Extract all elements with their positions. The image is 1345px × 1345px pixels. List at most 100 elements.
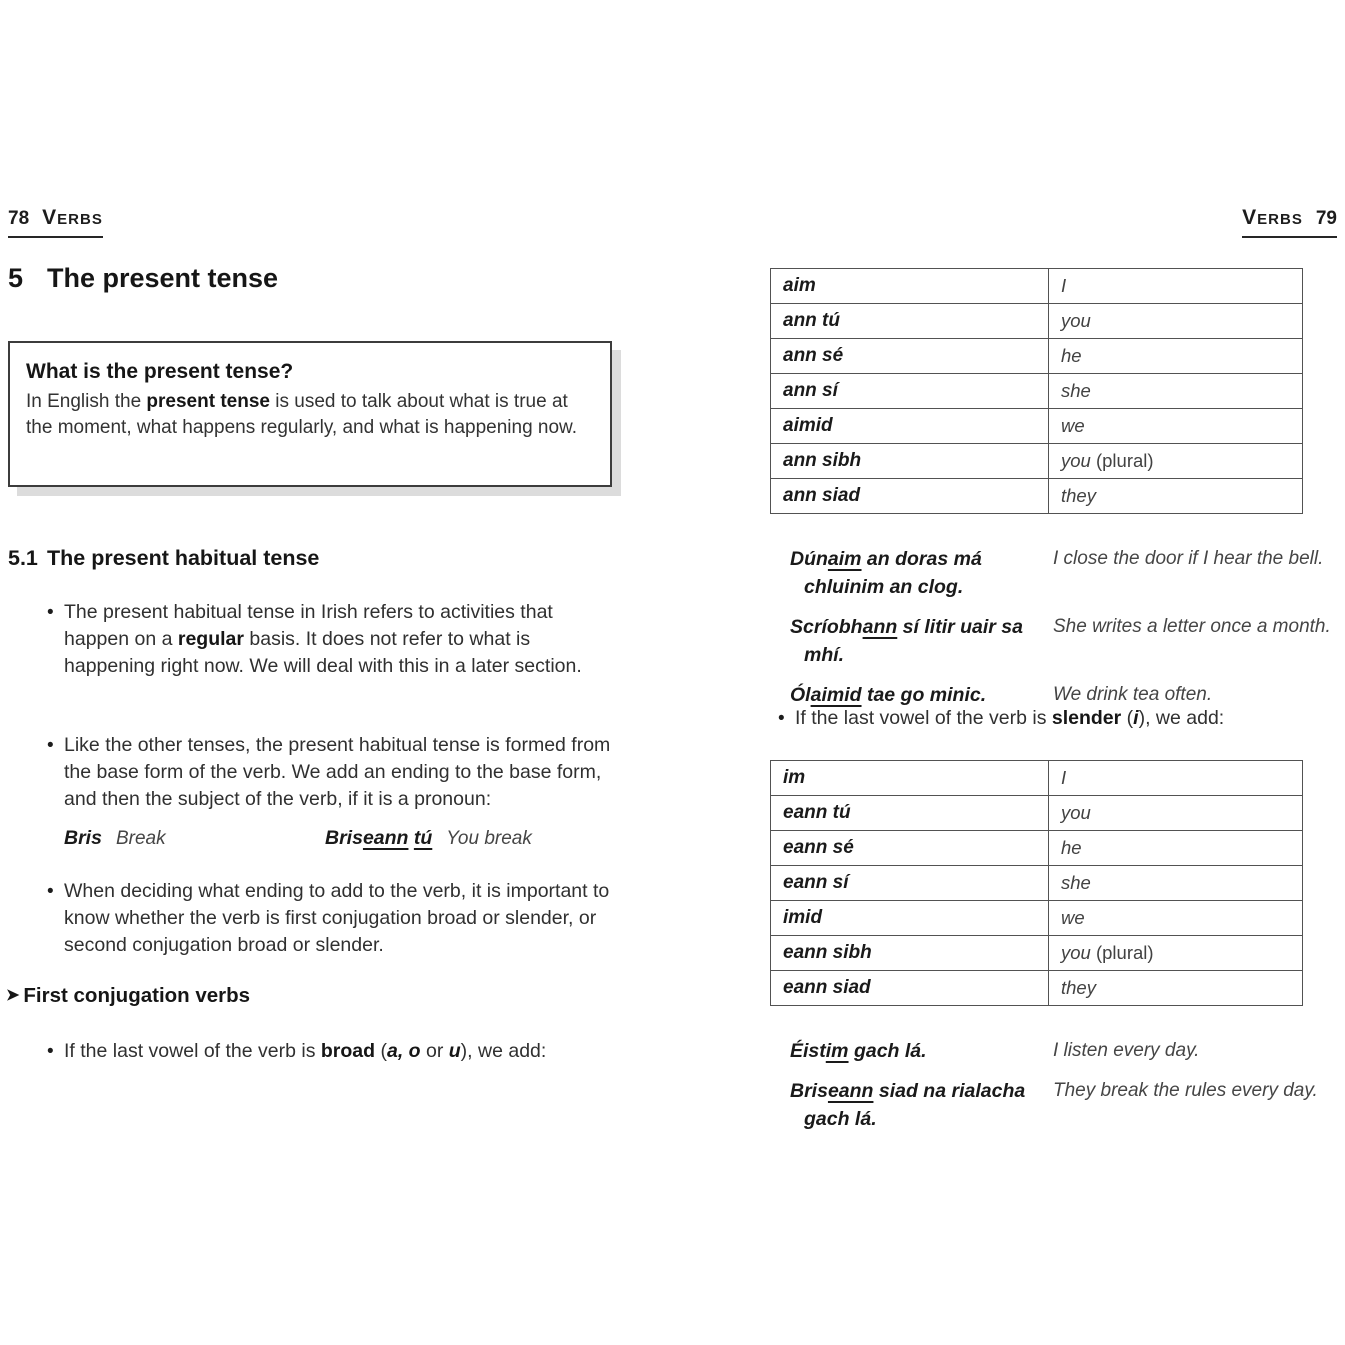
english-translation: Break (115, 828, 166, 849)
bullet-item-like-other: • Like the other tenses, the present hab… (8, 732, 612, 813)
bullet-icon: • (47, 602, 54, 623)
bullet-item-habitual: • The present habitual tense in Irish re… (8, 599, 612, 680)
table-row: eann sí she (770, 865, 1303, 901)
table-row: ann sí she (770, 373, 1303, 409)
cell-pronoun: he (1048, 830, 1303, 866)
bullet-text: When deciding what ending to add to the … (64, 880, 610, 956)
bullet-text: If the last vowel of the verb is slender… (795, 707, 1225, 729)
bullet-text: Like the other tenses, the present habit… (64, 734, 611, 810)
cell-ending: eann siad (770, 970, 1049, 1006)
page-header-left: 78 Verbs (8, 206, 103, 238)
example-english: I listen every day. (1053, 1040, 1200, 1061)
definition-box-title: What is the present tense? (26, 360, 294, 383)
page-header-label-right: Verbs (1242, 206, 1303, 229)
cell-pronoun: he (1048, 338, 1303, 374)
table-row: ann tú you (770, 303, 1303, 339)
bullet-icon: • (778, 708, 785, 729)
definition-box-body: In English the present tense is used to … (26, 391, 577, 438)
table-row: ann sibh you (plural) (770, 443, 1303, 479)
example-english: She writes a letter once a month. (1053, 616, 1331, 637)
example-irish: Ólaimid tae go minic. (790, 684, 987, 706)
cell-ending: eann sí (770, 865, 1049, 901)
table-row: im I (770, 760, 1303, 796)
arrowhead-icon: ➤ (6, 987, 20, 1004)
example-row: Dúnaim an doras má chluinim an clog. I cl… (770, 545, 1338, 601)
example-english: I close the door if I hear the bell. (1053, 548, 1324, 569)
bullet-item-broad: • If the last vowel of the verb is broad… (8, 1038, 612, 1065)
cell-pronoun: you (1048, 303, 1303, 339)
cell-ending: imid (770, 900, 1049, 936)
bullet-text: The present habitual tense in Irish refe… (64, 601, 582, 677)
page-number-left: 78 (8, 208, 30, 229)
first-conjugation-title: First conjugation verbs (23, 984, 251, 1007)
cell-ending: ann siad (770, 478, 1049, 514)
subsection-title: The present habitual tense (47, 546, 320, 570)
cell-ending: ann sibh (770, 443, 1049, 479)
example-irish: Briseann siad na rialacha gach lá. (790, 1080, 1026, 1130)
cell-pronoun: you (plural) (1048, 443, 1303, 479)
cell-pronoun: they (1048, 970, 1303, 1006)
example-pair-conjugated: Briseann tú You break (325, 827, 532, 850)
section-heading: 5 The present tense (8, 263, 278, 294)
example-row: Ólaimid tae go minic. We drink tea often… (770, 681, 1338, 709)
table-row: eann tú you (770, 795, 1303, 831)
cell-pronoun: they (1048, 478, 1303, 514)
cell-pronoun: I (1048, 760, 1303, 796)
example-row: Éistim gach lá. I listen every day. (770, 1037, 1338, 1065)
cell-ending: im (770, 760, 1049, 796)
cell-ending: eann sé (770, 830, 1049, 866)
slender-endings-table: im I eann tú you eann sé he eann sí she … (770, 760, 1303, 1006)
section-title: The present tense (47, 263, 279, 293)
example-row: Scríobhann sí litir uair sa mhí. She wri… (770, 613, 1338, 669)
example-irish: Scríobhann sí litir uair sa mhí. (790, 616, 1023, 666)
page-header-label-left: Verbs (42, 206, 103, 229)
bullet-icon: • (47, 735, 54, 756)
broad-endings-table: aim I ann tú you ann sé he ann sí she ai… (770, 268, 1303, 514)
broad-examples: Dúnaim an doras má chluinim an clog. I cl… (770, 545, 1338, 721)
section-number: 5 (8, 263, 24, 293)
cell-ending: ann sé (770, 338, 1049, 374)
subsection-heading: 5.1 The present habitual tense (8, 546, 319, 571)
example-english: They break the rules every day. (1053, 1080, 1318, 1101)
definition-box: What is the present tense? In English th… (8, 341, 612, 487)
irish-term: Bris (64, 827, 102, 849)
cell-ending: aimid (770, 408, 1049, 444)
cell-pronoun: I (1048, 268, 1303, 304)
bullet-item-deciding: • When deciding what ending to add to th… (8, 878, 612, 959)
subsection-number: 5.1 (8, 546, 38, 570)
bullet-icon: • (47, 881, 54, 902)
cell-pronoun: you (1048, 795, 1303, 831)
cell-ending: aim (770, 268, 1049, 304)
bullet-text: If the last vowel of the verb is broad (… (64, 1040, 547, 1062)
inline-example-row: Bris Break Briseann tú You break (8, 827, 612, 850)
cell-pronoun: she (1048, 373, 1303, 409)
bullet-item-slender: • If the last vowel of the verb is slend… (770, 705, 1338, 732)
table-row: aim I (770, 268, 1303, 304)
cell-pronoun: we (1048, 900, 1303, 936)
cell-ending: eann sibh (770, 935, 1049, 971)
table-row: imid we (770, 900, 1303, 936)
cell-ending: ann tú (770, 303, 1049, 339)
bullet-icon: • (47, 1041, 54, 1062)
table-row: eann siad they (770, 970, 1303, 1006)
page-header-right: Verbs 79 (1242, 206, 1337, 238)
cell-ending: eann tú (770, 795, 1049, 831)
table-row: ann sé he (770, 338, 1303, 374)
page-number-right: 79 (1315, 208, 1337, 229)
example-english: We drink tea often. (1053, 684, 1213, 705)
first-conjugation-heading: ➤ First conjugation verbs (6, 984, 250, 1008)
cell-pronoun: we (1048, 408, 1303, 444)
table-row: eann sé he (770, 830, 1303, 866)
cell-pronoun: she (1048, 865, 1303, 901)
example-row: Briseann siad na rialacha gach lá. They b… (770, 1077, 1338, 1133)
cell-pronoun: you (plural) (1048, 935, 1303, 971)
example-irish: Éistim gach lá. (790, 1040, 927, 1062)
slender-examples: Éistim gach lá. I listen every day. Bris… (770, 1037, 1338, 1145)
irish-term: Briseann tú (325, 827, 433, 849)
example-irish: Dúnaim an doras má chluinim an clog. (790, 548, 982, 598)
cell-ending: ann sí (770, 373, 1049, 409)
example-pair-base: Bris Break (64, 827, 325, 850)
english-translation: You break (446, 828, 532, 849)
table-row: aimid we (770, 408, 1303, 444)
